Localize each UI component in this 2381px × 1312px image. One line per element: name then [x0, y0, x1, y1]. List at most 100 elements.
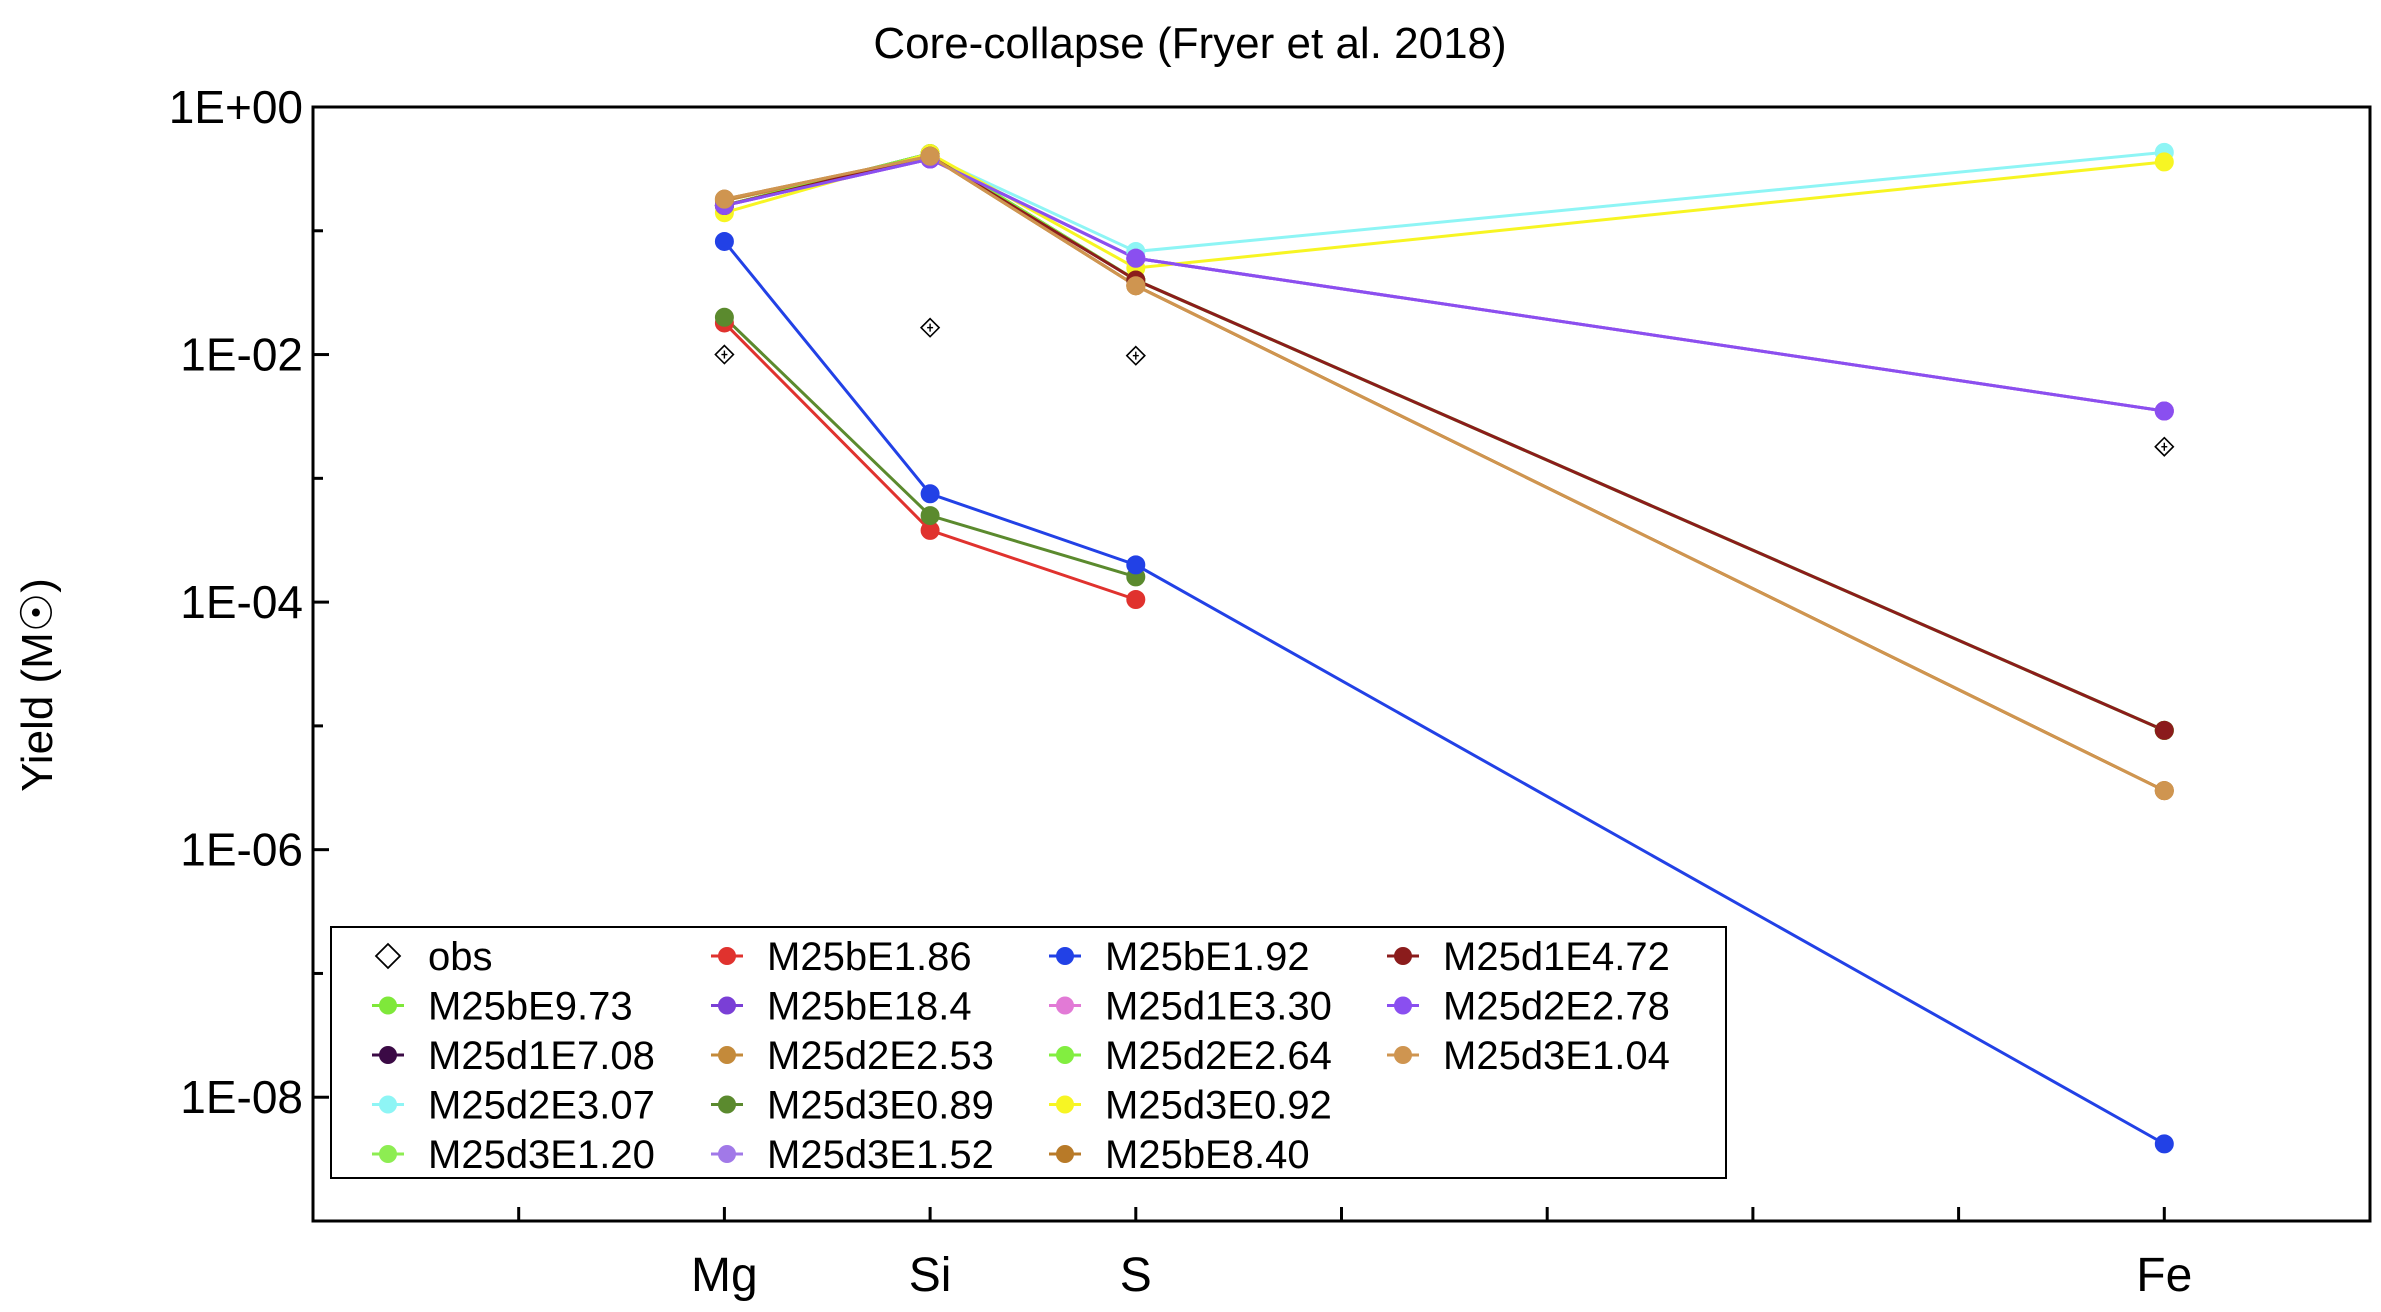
- legend-item: M25d1E7.08: [372, 1034, 655, 1078]
- legend-marker: [1394, 1046, 1412, 1064]
- legend-item: M25d3E0.89: [711, 1084, 994, 1128]
- series-line-M25d1E7.08: [724, 152, 2165, 732]
- legend-marker: [374, 942, 402, 970]
- legend-marker: [1394, 947, 1412, 965]
- legend-label: M25d3E0.89: [767, 1084, 994, 1128]
- legend-item: M25d1E4.72: [1387, 935, 1670, 979]
- legend-marker: [718, 1095, 736, 1114]
- y-tick-label: 1E+00: [169, 81, 303, 133]
- legend-marker: [379, 1046, 397, 1064]
- legend-item: M25d3E0.92: [1049, 1084, 1332, 1128]
- legend-label: M25d1E7.08: [428, 1034, 655, 1078]
- legend-label: M25bE9.73: [428, 985, 633, 1029]
- series-line-M25d2E2.64: [724, 152, 2165, 732]
- legend-marker: [1056, 1145, 1074, 1163]
- legend-marker: [379, 1145, 397, 1163]
- chart-title: Core-collapse (Fryer et al. 2018): [873, 19, 1506, 68]
- y-tick-label: 1E-06: [180, 824, 303, 876]
- legend-marker: [718, 1145, 736, 1163]
- legend-label: M25d3E1.52: [767, 1133, 994, 1177]
- legend-label: M25d1E3.30: [1105, 985, 1332, 1029]
- series-line-M25d3E1.04: [724, 154, 2165, 792]
- legend-marker: [1056, 1095, 1074, 1114]
- series-point-M25d3E0.89: [714, 307, 734, 327]
- legend-label: M25bE18.4: [767, 985, 972, 1029]
- series-line-M25d3E1.52: [724, 157, 2165, 413]
- series-point-M25d3E1.04: [714, 189, 734, 209]
- legend-frame: [330, 926, 1727, 1179]
- x-tick-label: S: [1120, 1249, 1152, 1302]
- legend-item: M25bE9.73: [372, 985, 633, 1029]
- obs-point: [714, 344, 735, 365]
- legend-marker: [379, 996, 397, 1015]
- series-line-M25d1E4.72: [724, 154, 2165, 732]
- obs-markers: [714, 317, 2175, 457]
- legend-label: M25bE8.40: [1105, 1133, 1310, 1177]
- legend-label: M25d2E2.64: [1105, 1034, 1332, 1078]
- series-point-M25d3E0.92: [2154, 152, 2174, 172]
- series-line-M25d3E0.92: [723, 152, 2165, 270]
- legend-label: M25d3E0.92: [1105, 1084, 1332, 1128]
- x-tick-label: Mg: [691, 1249, 758, 1302]
- legend-marker: [718, 996, 736, 1015]
- legend-item: M25d3E1.52: [711, 1133, 994, 1177]
- series-line-M25bE1.92: [723, 240, 2166, 1146]
- legend-label: M25bE1.86: [767, 935, 972, 979]
- y-axis-label: Yield (M☉): [13, 578, 62, 792]
- legend-marker: [718, 1046, 736, 1064]
- legend-label: M25d3E1.04: [1443, 1034, 1670, 1078]
- legend-label: M25d1E4.72: [1443, 935, 1670, 979]
- legend-marker: [379, 1095, 397, 1114]
- legend-item: M25d2E3.07: [372, 1084, 655, 1128]
- y-tick-label: 1E-04: [180, 576, 303, 628]
- series-line-M25d3E1.20: [724, 152, 2165, 732]
- legend-marker: [1394, 996, 1412, 1015]
- series-point-M25d1E4.72: [2154, 720, 2174, 740]
- series-lines: [723, 150, 2166, 1146]
- legend-label: obs: [428, 935, 493, 979]
- legend-item: M25d2E2.78: [1387, 985, 1670, 1029]
- legend-item: M25bE18.4: [711, 985, 972, 1029]
- legend-label: M25d2E2.53: [767, 1034, 994, 1078]
- series-point-M25d3E1.04: [2154, 781, 2174, 801]
- legend-label: M25d2E3.07: [428, 1084, 655, 1128]
- legend-marker: [1056, 996, 1074, 1015]
- series-point-M25bE1.92: [2154, 1134, 2174, 1154]
- series-point-M25d3E1.04: [1126, 276, 1146, 296]
- series-line-M25bE9.73: [724, 152, 2165, 732]
- series-line-M25d1E3.30: [724, 157, 2165, 413]
- obs-point: [2154, 436, 2175, 457]
- legend-item: M25bE8.40: [1049, 1133, 1310, 1177]
- legend-item: M25d3E1.04: [1387, 1034, 1670, 1078]
- legend-item: M25d2E2.53: [711, 1034, 994, 1078]
- series-point-M25bE1.92: [714, 231, 734, 251]
- series-line-M25d2E2.53: [724, 154, 2165, 792]
- legend-label: M25d2E2.78: [1443, 985, 1670, 1029]
- x-tick-label: Fe: [2136, 1249, 2192, 1302]
- legend-item: obs: [374, 935, 493, 979]
- x-axis: Mg Si S Fe: [517, 1207, 2192, 1302]
- series-point-M25bE1.86: [1126, 589, 1146, 609]
- legend-item: M25bE1.92: [1049, 935, 1310, 979]
- y-tick-label: 1E-02: [180, 329, 303, 381]
- series-point-M25bE1.92: [1126, 555, 1146, 575]
- legend-marker: [1056, 1046, 1074, 1064]
- legend-item: M25d2E2.64: [1049, 1034, 1332, 1078]
- legend-marker: [1056, 947, 1074, 965]
- legend-item: M25d3E1.20: [372, 1133, 655, 1177]
- series-point-M25bE1.92: [920, 484, 940, 504]
- legend-item: M25d1E3.30: [1049, 985, 1332, 1029]
- x-tick-label: Si: [909, 1249, 952, 1302]
- legend: obs M25bE9.73 M25d1E7.08 M25d2E3.07 M25d3E1.…: [330, 926, 1727, 1179]
- legend-item: M25bE1.86: [711, 935, 972, 979]
- series-line-M25bE18.4: [724, 157, 2165, 413]
- y-axis: 1E+00 1E-02 1E-04 1E-06 1E-08: [169, 81, 329, 1223]
- legend-label: M25d3E1.20: [428, 1133, 655, 1177]
- series-markers: [714, 142, 2174, 1154]
- series-point-M25d2E2.78: [2154, 401, 2174, 421]
- series-point-M25d2E2.78: [1126, 248, 1146, 268]
- y-tick-label: 1E-08: [180, 1071, 303, 1123]
- obs-point: [1125, 345, 1146, 366]
